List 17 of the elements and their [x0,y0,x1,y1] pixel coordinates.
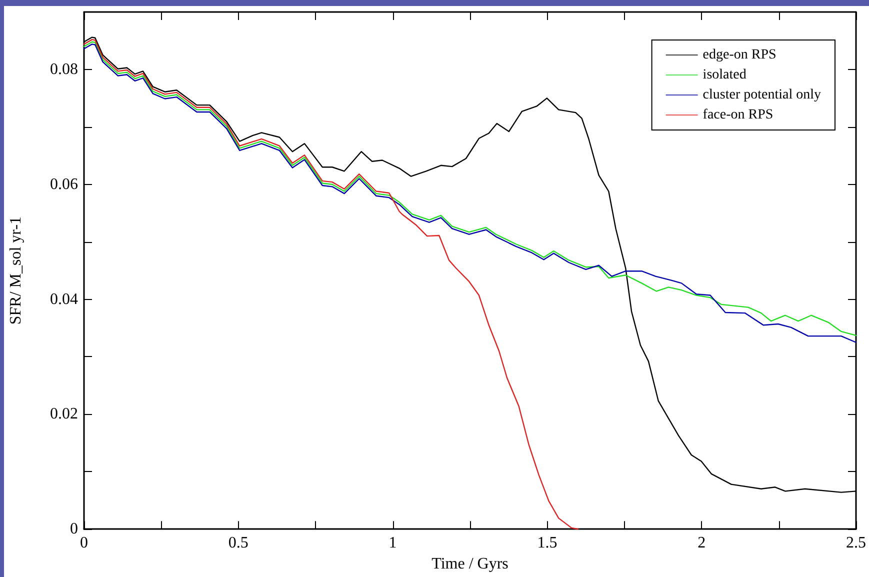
x-tick-label: 2 [698,534,706,552]
x-tick-label: 1.5 [537,534,558,552]
y-tick-label: 0 [70,520,78,538]
y-tick-label: 0.08 [50,60,78,78]
x-tick-label: 0.5 [228,534,248,552]
y-axis-title: SFR/ M_sol yr-1 [8,216,24,325]
x-tick-label: 2.5 [846,534,866,552]
x-tick-label: 1 [388,534,397,552]
legend-label: edge-on RPS [702,48,776,62]
line-series [83,38,579,530]
y-tick-label: 0.04 [50,290,78,308]
x-axis-title: Time / Gyrs [432,556,508,572]
legend-label: cluster potential only [702,88,822,102]
legend-label: face-on RPS [702,108,774,122]
y-tick-label: 0.02 [50,406,78,423]
legend-label: isolated [702,68,746,82]
y-tick-label: 0.06 [50,176,78,193]
